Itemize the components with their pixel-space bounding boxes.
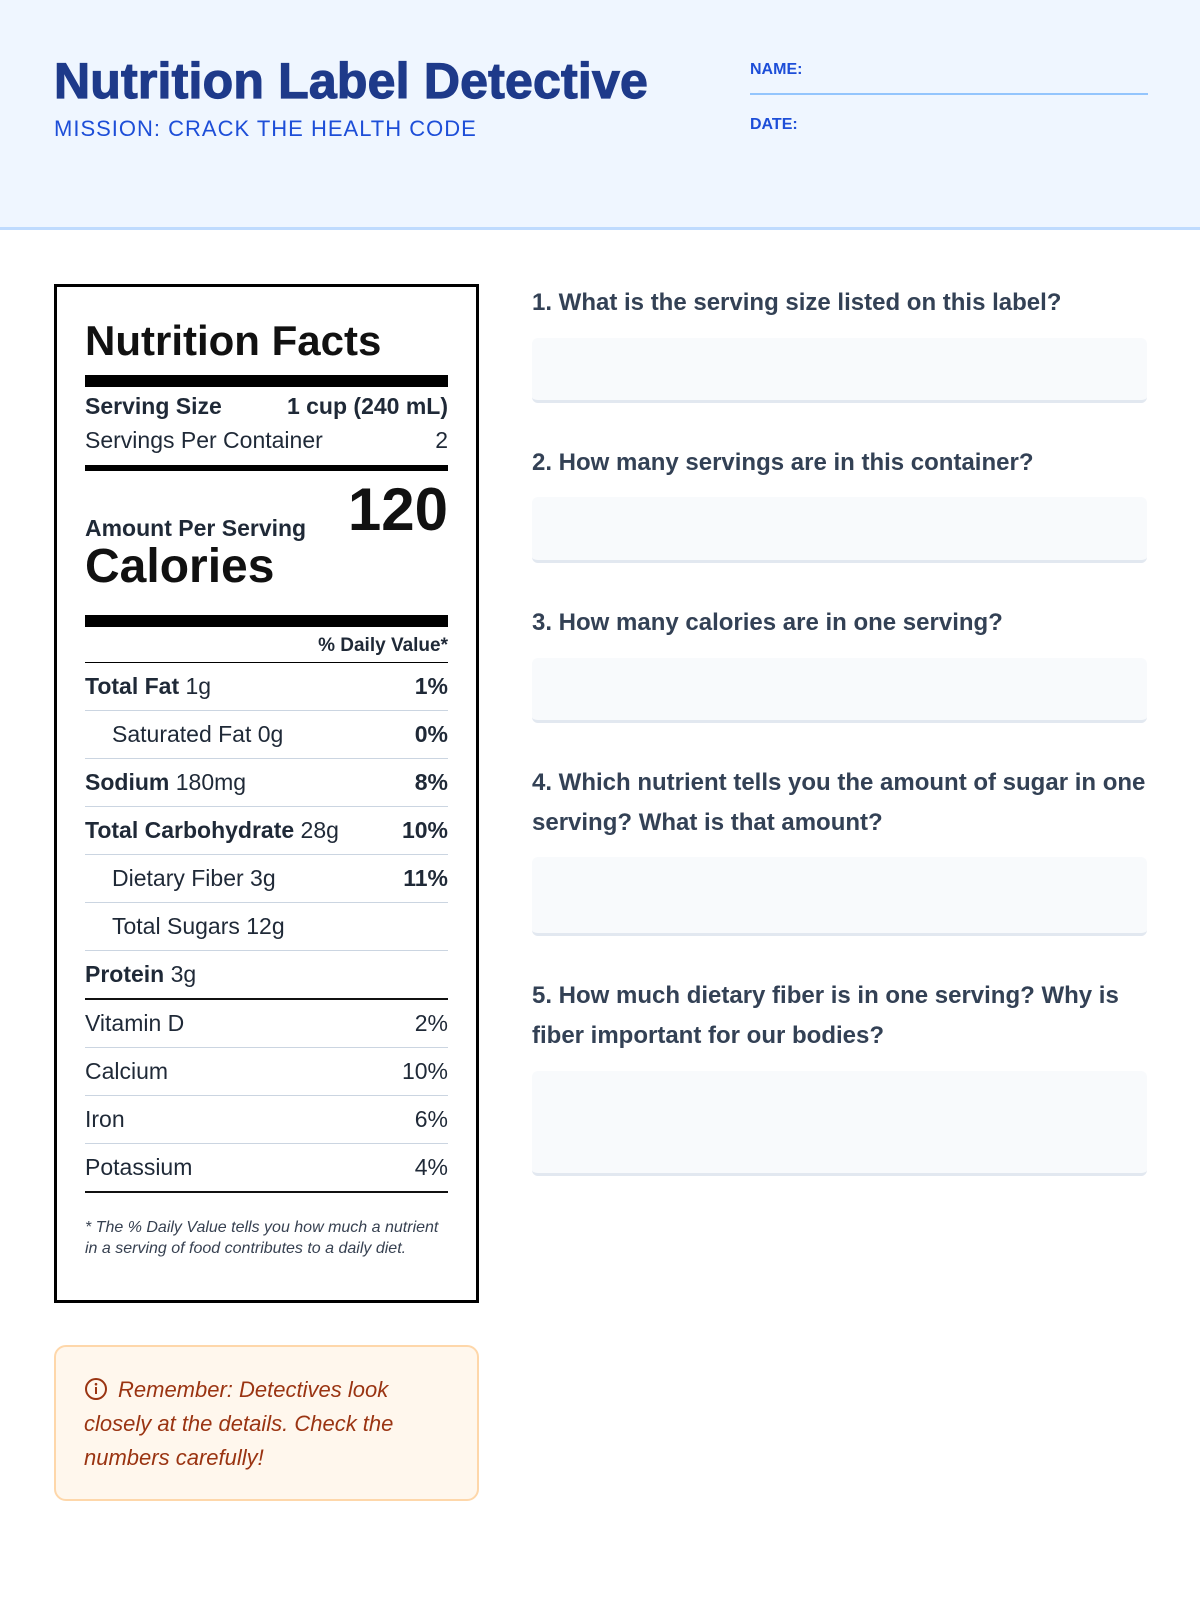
nutrient-dv: 1% [414, 673, 448, 699]
nutrient-dv: 11% [403, 865, 448, 891]
footnote: * The % Daily Value tells you how much a… [85, 1219, 439, 1257]
divider [85, 1047, 448, 1048]
question-1: 1. What is the serving size listed on th… [532, 289, 1062, 316]
name-field[interactable] [750, 93, 1148, 95]
page-title: Nutrition Label Detective [53, 52, 648, 109]
vitamin-name: Calcium [85, 1058, 169, 1084]
divider [85, 950, 448, 951]
servings-label: Servings Per Container [85, 427, 323, 453]
answer-box-2[interactable] [532, 497, 1147, 563]
answer-box-3[interactable] [532, 658, 1147, 723]
vitamin-dv: 2% [414, 1010, 448, 1036]
dv-header: % Daily Value* [318, 635, 448, 656]
nutrient-row: Saturated Fat 0g 0% [85, 711, 448, 758]
vitamin-dv: 4% [414, 1154, 448, 1180]
page-subtitle: MISSION: CRACK THE HEALTH CODE [54, 116, 477, 141]
divider [85, 662, 448, 663]
reminder-tip: Remember: Detectives look closely at the… [54, 1345, 479, 1501]
nutrient-row: Sodium 180mg 8% [85, 759, 448, 806]
serving-size-value: 1 cup (240 mL) [286, 393, 448, 419]
nutrient-row: Total Carbohydrate 28g 10% [85, 807, 448, 854]
serving-size-label: Serving Size [85, 393, 222, 419]
name-label: NAME: [750, 61, 803, 78]
divider [85, 465, 448, 471]
nutrient-list: Total Fat 1g 1% Saturated Fat 0g 0% Sodi… [85, 662, 448, 1193]
nutrient-dv: 10% [401, 817, 448, 843]
nutrient-name: Total Sugars [112, 913, 240, 939]
vitamin-row: Vitamin D 2% [85, 1000, 448, 1047]
divider [85, 1095, 448, 1096]
amount-per-serving: Amount Per Serving [85, 515, 307, 541]
nutrient-name: Saturated Fat [112, 721, 252, 747]
question-5: 5. How much dietary fiber is in one serv… [532, 982, 1119, 1049]
vitamin-row: Potassium 4% [85, 1144, 448, 1191]
nutrient-row: Total Fat 1g 1% [85, 663, 448, 710]
nutrient-row: Total Sugars 12g [85, 903, 448, 950]
nutrient-name: Sodium [85, 769, 170, 795]
divider [85, 710, 448, 711]
nutrient-dv: 8% [414, 769, 448, 795]
servings-value: 2 [435, 427, 448, 453]
nutrient-amount: 3g [250, 865, 276, 891]
nutrition-facts-label: Nutrition Facts Serving Size 1 cup (240 … [54, 284, 479, 1303]
question-3: 3. How many calories are in one serving? [532, 609, 1003, 636]
nutrient-row: Protein 3g [85, 951, 448, 998]
vitamin-name: Iron [85, 1106, 125, 1132]
divider [85, 375, 448, 387]
divider [85, 902, 448, 903]
serving-size-row: Serving Size 1 cup (240 mL) [85, 393, 448, 420]
nutrient-name: Dietary Fiber [112, 865, 244, 891]
question-2: 2. How many servings are in this contain… [532, 449, 1034, 476]
divider [85, 854, 448, 855]
answer-box-4[interactable] [532, 857, 1147, 936]
info-icon [85, 1378, 107, 1400]
nutrient-name: Total Fat [85, 673, 180, 699]
nutrient-name: Total Carbohydrate [85, 817, 295, 843]
vitamin-dv: 10% [401, 1058, 448, 1084]
worksheet-header: Nutrition Label Detective MISSION: CRACK… [0, 0, 1200, 230]
vitamin-name: Potassium [85, 1154, 193, 1180]
nutrient-amount: 1g [185, 673, 212, 699]
vitamin-row: Calcium 10% [85, 1048, 448, 1095]
divider [85, 806, 448, 807]
vitamin-row: Iron 6% [85, 1096, 448, 1143]
nutrient-name: Protein [85, 961, 165, 987]
calories-value: 120 [347, 476, 448, 543]
divider [85, 1143, 448, 1144]
answer-box-5[interactable] [532, 1071, 1147, 1176]
tip-text: Remember: Detectives look closely at the… [84, 1377, 394, 1470]
answer-box-1[interactable] [532, 338, 1147, 403]
vitamin-dv: 6% [414, 1106, 448, 1132]
nutrient-dv: 0% [414, 721, 448, 747]
nutrient-amount: 0g [257, 721, 284, 747]
divider [85, 758, 448, 759]
question-4: 4. Which nutrient tells you the amount o… [532, 769, 1146, 836]
vitamin-name: Vitamin D [85, 1010, 185, 1036]
divider [85, 998, 448, 1000]
nutrient-amount: 180mg [175, 769, 247, 795]
nutrient-amount: 28g [300, 817, 339, 843]
date-label: DATE: [750, 116, 798, 133]
nutrition-facts-title: Nutrition Facts [85, 317, 382, 364]
nutrient-amount: 12g [246, 913, 285, 939]
divider [85, 1191, 448, 1193]
divider [85, 615, 448, 627]
calories-label: Calories [85, 540, 275, 593]
nutrient-row: Dietary Fiber 3g 11% [85, 855, 448, 902]
nutrient-amount: 3g [170, 961, 197, 987]
servings-row: Servings Per Container 2 [85, 427, 448, 454]
